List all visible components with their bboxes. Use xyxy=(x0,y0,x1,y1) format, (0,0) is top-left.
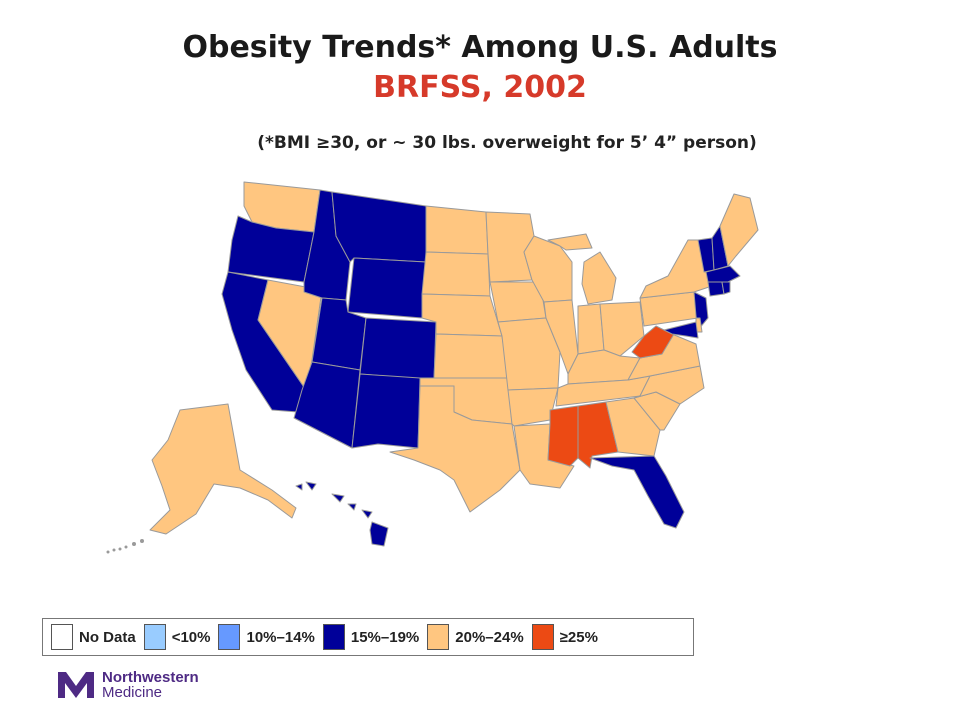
state-HI xyxy=(295,481,389,547)
state-MA xyxy=(705,265,741,283)
state-ME xyxy=(719,193,759,267)
state-IN xyxy=(577,303,605,355)
state-MI xyxy=(547,233,617,305)
legend-item-20-24: 20%–24% xyxy=(427,624,524,650)
state-GA xyxy=(605,397,661,457)
legend-label: No Data xyxy=(79,628,136,646)
legend-swatch xyxy=(51,624,73,650)
state-MT xyxy=(331,191,427,263)
logo-line-1: Northwestern xyxy=(102,669,199,686)
state-MS xyxy=(547,405,579,467)
legend-item-ge25: ≥25% xyxy=(531,624,598,650)
logo-wordmark: Northwestern Medicine xyxy=(102,670,199,700)
map-legend: No Data <10% 10%–14% 15%–19% 20%–24% ≥25… xyxy=(42,618,694,656)
state-WI xyxy=(523,235,573,303)
state-CO xyxy=(359,317,437,381)
map-subtitle: BRFSS, 2002 xyxy=(373,70,587,105)
legend-label: ≥25% xyxy=(559,628,598,646)
state-NM xyxy=(351,373,421,449)
legend-label: <10% xyxy=(171,628,211,646)
legend-label: 15%–19% xyxy=(350,628,420,646)
state-SD xyxy=(421,251,491,297)
legend-label: 10%–14% xyxy=(246,628,315,646)
nm-logo-mark xyxy=(58,672,94,698)
state-ND xyxy=(425,205,489,255)
state-WV xyxy=(631,325,675,359)
northwestern-medicine-logo: Northwestern Medicine xyxy=(56,670,199,700)
state-MD xyxy=(663,321,699,339)
alaska-aleutian-islands xyxy=(106,539,144,554)
map-title: Obesity Trends* Among U.S. Adults xyxy=(182,30,778,65)
state-AR xyxy=(507,387,559,427)
legend-swatch xyxy=(427,624,450,650)
bmi-footnote: (*BMI ≥30, or ~ 30 lbs. overweight for 5… xyxy=(257,133,757,153)
legend-swatch xyxy=(322,624,345,650)
legend-swatch xyxy=(143,624,166,650)
state-RI xyxy=(721,281,731,295)
state-KS xyxy=(433,333,509,379)
state-FL xyxy=(589,455,685,529)
state-CT xyxy=(707,281,725,297)
state-AZ xyxy=(293,361,361,449)
legend-label: 20%–24% xyxy=(455,628,524,646)
logo-line-2: Medicine xyxy=(102,684,163,701)
legend-swatch xyxy=(218,624,241,650)
legend-swatch xyxy=(531,624,554,650)
legend-item-15-19: 15%–19% xyxy=(322,624,420,650)
state-WY xyxy=(347,257,427,319)
state-AK xyxy=(149,403,297,535)
legend-item-10-14: 10%–14% xyxy=(218,624,315,650)
state-OH xyxy=(599,301,645,357)
legend-item-lt10: <10% xyxy=(143,624,211,650)
legend-item-no-data: No Data xyxy=(51,624,136,650)
state-TX xyxy=(389,385,521,513)
